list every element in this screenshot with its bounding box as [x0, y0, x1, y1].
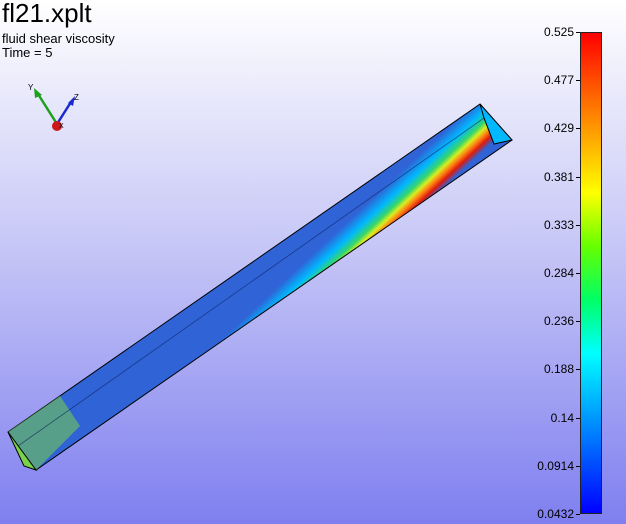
model-view[interactable]: [0, 95, 530, 485]
legend-tick-mark: [576, 224, 580, 226]
axis-triad: Y Z X: [28, 83, 79, 131]
legend-tick-label: 0.284: [543, 266, 574, 280]
legend-tick-label: 0.333: [543, 217, 574, 232]
legend-tick-label: 0.525: [543, 25, 574, 39]
z-axis-label: Z: [74, 93, 79, 102]
legend-tick-mark: [576, 32, 580, 33]
time-label: Time = 5: [2, 45, 53, 60]
pipe-end-region: [8, 396, 80, 470]
pipe-far-cap[interactable]: [479, 103, 513, 145]
legend-tick-mark: [576, 321, 580, 323]
legend-tick-mark: [576, 128, 580, 130]
legend-tick-mark: [576, 273, 580, 274]
variable-label: fluid shear viscosity: [2, 31, 115, 46]
legend-tick-mark: [576, 80, 580, 82]
legend-tick-mark: [576, 465, 580, 467]
legend-tick-label: 0.381: [543, 169, 574, 184]
pipe-edge-line: [17, 117, 485, 447]
legend-tick-label: 0.188: [543, 362, 574, 377]
legend-tick-label: 0.236: [543, 314, 574, 329]
z-axis-arrow: [55, 101, 73, 125]
legend-tick-label: 0.0432: [537, 507, 574, 521]
legend-tick-label: 0.0914: [537, 458, 574, 473]
legend-tick-label: 0.14: [550, 410, 574, 425]
x-axis-label: X: [59, 123, 64, 130]
legend-tick-mark: [576, 417, 580, 419]
pipe-body[interactable]: [7, 103, 513, 471]
plot-title: fl21.xplt: [2, 0, 92, 28]
legend-tick-label: 0.429: [543, 121, 574, 136]
z-axis-arrowhead: [68, 96, 75, 106]
legend-tick-mark: [576, 176, 580, 178]
legend-tick-label: 0.477: [543, 73, 574, 88]
color-legend-bar: [580, 32, 602, 514]
legend-tick-mark: [576, 369, 580, 371]
x-axis-marker: [52, 121, 62, 131]
pipe-end-face[interactable]: [7, 431, 38, 471]
legend-tick-mark: [576, 514, 580, 515]
y-axis-label: Y: [28, 83, 34, 92]
y-axis-arrowhead: [34, 88, 42, 98]
y-axis-arrow: [36, 93, 59, 125]
